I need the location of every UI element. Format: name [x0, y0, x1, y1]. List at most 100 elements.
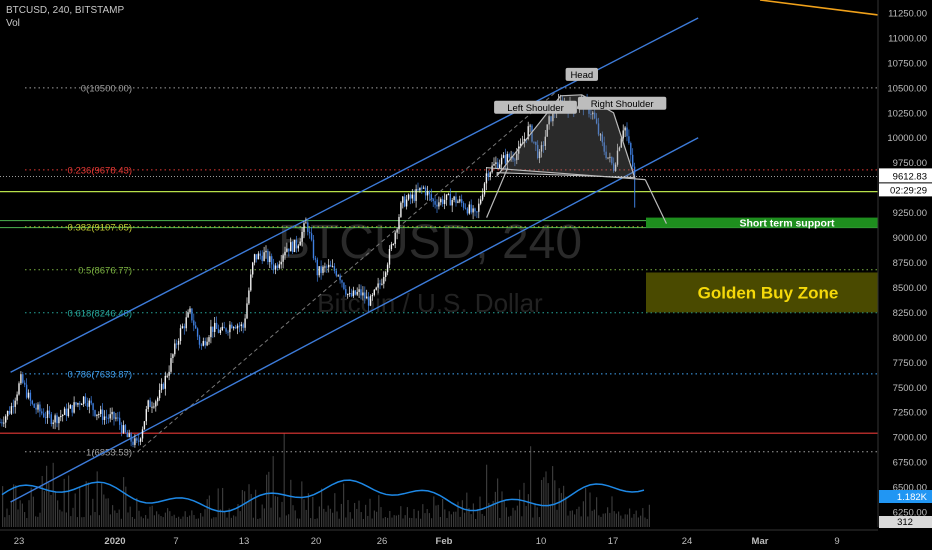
volume-bar	[294, 510, 296, 527]
fib-label-0: 0(10500.00)	[81, 83, 132, 94]
price-axis: 11250.00 11000.00 10750.00 10500.00 10250.00…	[877, 0, 932, 550]
volume-bar	[391, 517, 393, 527]
candle-body	[449, 193, 451, 206]
candle-body	[538, 151, 541, 159]
candle-body	[246, 303, 248, 319]
volume-bar	[180, 518, 182, 527]
candle-body	[383, 277, 385, 284]
volume-bar	[644, 517, 646, 527]
volume-bar	[314, 518, 316, 527]
price-tick-label: 7500.00	[893, 383, 927, 394]
volume-bar	[574, 514, 576, 527]
volume-bar	[50, 495, 52, 527]
candle-body	[124, 425, 127, 433]
candle-body	[576, 107, 579, 109]
volume-bar	[475, 518, 477, 527]
volume-bar	[6, 508, 8, 527]
candle-body	[210, 326, 212, 338]
volume-bar	[241, 490, 243, 527]
volume-bar	[186, 516, 188, 527]
candle-body	[119, 417, 121, 425]
volume-bar	[169, 511, 171, 527]
candle-body	[423, 187, 425, 189]
volume-bar	[230, 517, 232, 527]
candle-body	[86, 403, 89, 407]
volume-bar	[15, 485, 17, 527]
candle-body	[371, 294, 374, 297]
volume-bar	[103, 494, 105, 527]
volume-bar	[8, 515, 10, 527]
volume-bar	[556, 509, 558, 527]
volume-bar	[373, 510, 375, 527]
fib-label-0.786: 0.786(7633.87)	[68, 369, 132, 380]
price-tick-label: 11000.00	[888, 33, 927, 44]
volume-bar	[384, 516, 386, 527]
candle-body	[466, 208, 469, 214]
volume-bar	[413, 509, 415, 527]
candle-body	[153, 406, 155, 408]
candle-body	[176, 343, 178, 345]
volume-bar	[43, 491, 45, 527]
candle-body	[170, 358, 172, 372]
volume-bar	[582, 501, 584, 527]
candle-body	[107, 417, 109, 419]
candle-body	[590, 113, 592, 115]
candle-body	[128, 433, 130, 438]
candle-body	[94, 410, 96, 416]
volume-bar	[336, 511, 338, 527]
price-tick-label: 6750.00	[893, 458, 927, 469]
volume-bar	[136, 498, 138, 527]
volume-bar	[19, 500, 21, 527]
volume-bar	[578, 506, 580, 527]
volume-bar	[637, 517, 639, 527]
volume-bar	[525, 506, 527, 527]
volume-bar	[61, 511, 63, 527]
candle-body	[356, 291, 358, 295]
volume-bar	[321, 488, 323, 527]
candle-body	[84, 396, 87, 404]
candle-body	[164, 375, 166, 389]
candle-body	[109, 414, 111, 419]
candle-body	[381, 283, 383, 285]
channel-lower-line	[10, 137, 699, 503]
candle-body	[442, 199, 444, 204]
volume-bar	[57, 500, 59, 527]
price-tick-label: 9750.00	[893, 158, 927, 169]
last-price-badge	[879, 168, 932, 183]
candle-body	[440, 199, 442, 203]
volume-bar	[195, 518, 197, 527]
candle-body	[307, 222, 309, 232]
candle-body	[3, 422, 5, 424]
candle-body	[162, 383, 165, 389]
candle-body	[329, 264, 332, 267]
candle-body	[303, 223, 305, 232]
time-tick-label: Feb	[436, 536, 453, 547]
candle-body	[341, 280, 343, 283]
price-tick-label: 7750.00	[893, 358, 927, 369]
candle-body	[35, 407, 37, 410]
candle-body	[43, 413, 45, 418]
candle-body	[215, 322, 218, 329]
fib-label-0.5: 0.5(8676.77)	[78, 265, 132, 276]
candle-body	[542, 145, 545, 147]
candle-body	[208, 337, 210, 342]
volume-bar	[613, 511, 615, 527]
candle-body	[514, 159, 516, 161]
volume-bar	[79, 486, 81, 527]
candle-body	[286, 248, 288, 252]
volume-bar	[318, 506, 320, 527]
candle-body	[16, 394, 18, 401]
candle-body	[52, 422, 54, 425]
volume-bar	[81, 517, 83, 527]
candle-body	[419, 187, 421, 191]
candle-body	[219, 329, 222, 333]
volume-bar	[400, 506, 402, 527]
volume-bar	[563, 485, 565, 527]
candle-body	[552, 110, 554, 122]
volume-bar	[182, 516, 184, 527]
price-tick-label: 6500.00	[893, 483, 927, 494]
candle-body	[316, 259, 318, 276]
candle-body	[299, 241, 301, 246]
candle-body	[322, 266, 324, 273]
